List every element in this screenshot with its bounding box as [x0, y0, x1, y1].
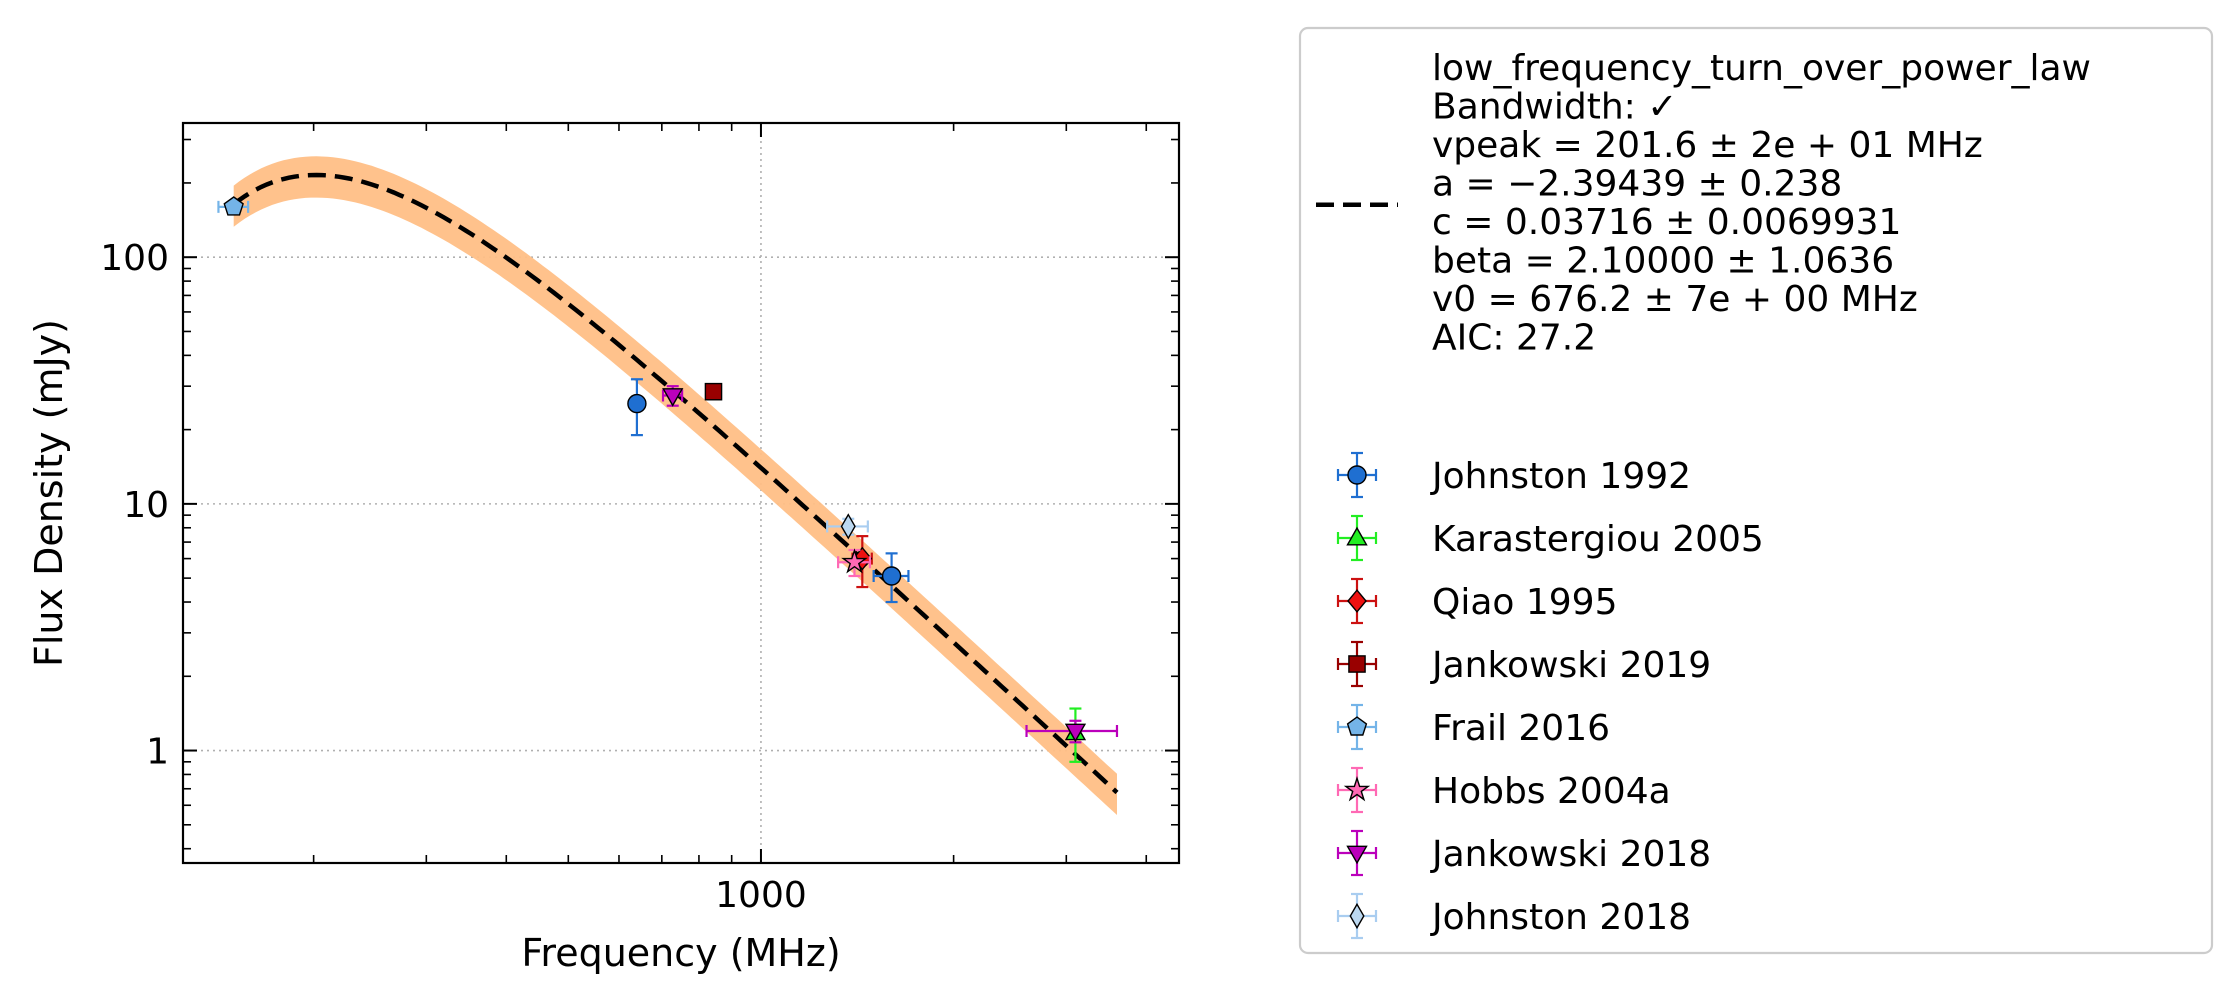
- y-tick-label: 1: [146, 732, 169, 773]
- legend-fit-text: low_frequency_turn_over_power_law: [1432, 48, 2091, 89]
- y-tick-label: 10: [123, 485, 169, 526]
- data-point: [704, 382, 723, 401]
- legend-entry: Johnston 2018: [1336, 892, 1691, 940]
- data-point: [1064, 723, 1087, 743]
- legend-entry: Johnston 1992: [1336, 451, 1691, 499]
- legend-label: Karastergiou 2005: [1432, 519, 1764, 560]
- legend-fit-text: vpeak = 201.6 ± 2e + 01 MHz: [1432, 125, 1983, 166]
- data-point: [662, 388, 684, 407]
- x-tick-label: 1000: [715, 875, 807, 916]
- legend: low_frequency_turn_over_power_lawBandwid…: [1298, 26, 2214, 955]
- x-axis-label: Frequency (MHz): [521, 931, 840, 975]
- data-point: [627, 393, 647, 414]
- legend-marker: [1346, 716, 1368, 736]
- data-point: [881, 566, 902, 586]
- legend-entry: Jankowski 2019: [1336, 640, 1711, 688]
- legend-marker: [1349, 902, 1365, 930]
- legend-marker: [1343, 776, 1371, 802]
- data-points-layer: [217, 196, 1119, 763]
- axis-ticks: [183, 123, 1179, 863]
- data-point: [223, 196, 244, 216]
- legend-label: Jankowski 2018: [1430, 834, 1711, 875]
- legend-marker: [1346, 845, 1368, 865]
- legend-marker: [1347, 589, 1367, 613]
- legend-fit-text: c = 0.03716 ± 0.0069931: [1432, 202, 1901, 243]
- legend-entry: Frail 2016: [1336, 703, 1610, 751]
- plot-area: [181, 121, 1181, 865]
- legend-entry: Karastergiou 2005: [1336, 514, 1764, 562]
- plot-frame: [181, 121, 1181, 865]
- legend-entry: Qiao 1995: [1336, 577, 1617, 625]
- legend-label: Johnston 2018: [1430, 897, 1691, 938]
- grid-lines: [183, 123, 1179, 863]
- legend-fit-text: v0 = 676.2 ± 7e + 00 MHz: [1432, 279, 1918, 320]
- fit-uncertainty-band: [233, 156, 1117, 816]
- legend-label: Frail 2016: [1432, 708, 1610, 749]
- legend-marker: [1346, 526, 1368, 546]
- legend-fit-text: Bandwidth: ✓: [1432, 87, 1677, 128]
- legend-label: Hobbs 2004a: [1432, 771, 1671, 812]
- legend-label: Qiao 1995: [1432, 582, 1617, 623]
- legend-frame: [1298, 26, 2214, 955]
- y-axis-label: Flux Density (mJy): [27, 319, 71, 667]
- legend-label: Johnston 1992: [1430, 456, 1691, 497]
- y-tick-label: 100: [100, 238, 169, 279]
- fit-line-layer: [232, 172, 1119, 795]
- legend-fit-text: a = −2.39439 ± 0.238: [1432, 164, 1842, 205]
- fit-band-layer: [233, 156, 1117, 816]
- legend-marker: [1348, 655, 1366, 673]
- legend-entry: Jankowski 2018: [1336, 829, 1711, 877]
- legend-fit-text: AIC: 27.2: [1432, 318, 1596, 359]
- data-point: [840, 513, 856, 540]
- legend-label: Jankowski 2019: [1430, 645, 1711, 686]
- legend-entry: Hobbs 2004a: [1336, 766, 1671, 814]
- data-point: [841, 548, 868, 574]
- fit-curve: [232, 172, 1119, 795]
- legend-marker: [1347, 465, 1367, 485]
- legend-fit-text: beta = 2.10000 ± 1.0636: [1432, 241, 1894, 282]
